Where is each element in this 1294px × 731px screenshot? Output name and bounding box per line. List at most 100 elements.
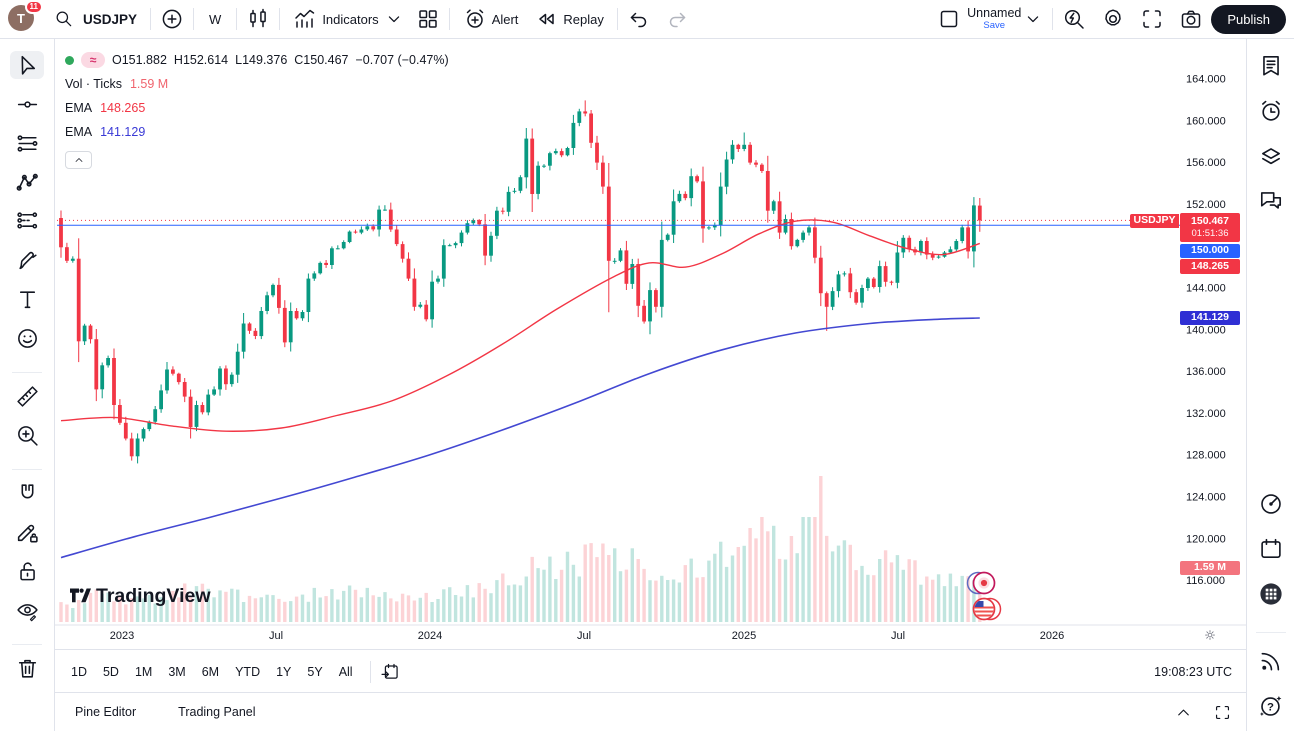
hide-drawings-button[interactable] xyxy=(10,596,44,624)
svg-text:Jul: Jul xyxy=(577,630,591,642)
snapshot-button[interactable] xyxy=(1179,7,1203,31)
tab-pine-editor[interactable]: Pine Editor xyxy=(75,705,137,719)
publish-button[interactable]: Publish xyxy=(1211,4,1286,34)
trend-line-tool[interactable] xyxy=(10,90,44,118)
forecast-tool[interactable] xyxy=(10,207,44,235)
ema-slow-legend-row[interactable]: EMA 141.129 xyxy=(65,120,456,144)
hotlists-icon[interactable] xyxy=(1258,491,1284,517)
alerts-icon[interactable] xyxy=(1258,98,1284,124)
lock-icon xyxy=(15,559,40,584)
help-icon[interactable]: ? xyxy=(1258,693,1284,719)
text-tool[interactable] xyxy=(10,285,44,313)
measure-tool[interactable] xyxy=(10,382,44,410)
date-range-buttons: 1D 5D 1M 3M 6M YTD 1Y 5Y All xyxy=(63,661,361,683)
hline-price-label[interactable]: 150.000 xyxy=(1180,243,1240,258)
range-button-1d[interactable]: 1D xyxy=(71,664,87,679)
layout-chevron-icon[interactable] xyxy=(1023,9,1043,29)
layout-name: Unnamed xyxy=(967,6,1022,21)
divider xyxy=(1255,632,1286,633)
svg-text:?: ? xyxy=(1266,702,1273,714)
xabcd-pattern-icon xyxy=(15,170,40,195)
volume-legend-row[interactable]: Vol · Ticks 1.59 M xyxy=(65,72,456,96)
divider xyxy=(1052,8,1054,30)
price-chart-canvas[interactable]: 164.000 160.000 156.000 152.000 144.000 140.0… xyxy=(55,39,1247,649)
alert-label: Alert xyxy=(491,11,519,27)
svg-text:136.000: 136.000 xyxy=(1186,366,1226,378)
divider xyxy=(279,8,281,30)
svg-text:TradingView: TradingView xyxy=(96,585,211,607)
layout-select-button[interactable] xyxy=(937,7,961,31)
app-body: 164.000 160.000 156.000 152.000 144.000 140.0… xyxy=(0,39,1294,731)
interval-button[interactable]: W xyxy=(209,11,222,27)
time-axis-settings-icon[interactable] xyxy=(1203,628,1217,642)
go-to-date-button[interactable] xyxy=(380,662,400,682)
quick-search-button[interactable] xyxy=(1062,7,1086,31)
tab-trading-panel[interactable]: Trading Panel xyxy=(178,705,256,719)
lock-drawings-button[interactable] xyxy=(10,557,44,585)
change-value: −0.707 (−0.47%) xyxy=(355,53,449,67)
collapse-legend-button[interactable] xyxy=(65,151,92,169)
chat-icon[interactable] xyxy=(1258,188,1284,214)
range-button-ytd[interactable]: YTD xyxy=(235,664,261,679)
volume-bars xyxy=(59,476,982,622)
replay-button[interactable]: Replay xyxy=(534,7,604,31)
user-avatar[interactable]: T 11 xyxy=(8,0,43,33)
symbol-flag-icon[interactable]: ≈ xyxy=(81,52,105,68)
zoom-in-tool[interactable] xyxy=(10,421,44,449)
compare-add-symbol-button[interactable] xyxy=(160,7,184,31)
fullscreen-button[interactable] xyxy=(1140,7,1164,31)
clock-utc[interactable]: 19:08:23 UTC xyxy=(1154,664,1232,679)
layout-name-button[interactable]: Unnamed Save xyxy=(967,7,1021,30)
brush-tool[interactable] xyxy=(10,246,44,274)
chart-style-button[interactable] xyxy=(246,7,270,31)
calendar-icon[interactable] xyxy=(1258,536,1284,562)
range-button-1m[interactable]: 1M xyxy=(134,664,153,679)
stay-in-drawing-mode-button[interactable] xyxy=(10,518,44,546)
object-tree-icon[interactable] xyxy=(1258,143,1284,169)
open-value: O151.882 xyxy=(112,53,167,67)
apps-grid-icon[interactable] xyxy=(1258,581,1284,607)
fib-lines-tool[interactable] xyxy=(10,129,44,157)
symbol-legend-row[interactable]: ≈ O151.882 H152.614 L149.376 C150.467 −0… xyxy=(65,48,456,72)
remove-drawings-button[interactable] xyxy=(10,654,44,682)
notification-badge: 11 xyxy=(24,0,43,14)
divider xyxy=(150,8,152,30)
range-button-3m[interactable]: 3M xyxy=(168,664,186,679)
indicators-button[interactable]: Indicators xyxy=(293,7,403,31)
watchlist-icon[interactable] xyxy=(1258,53,1284,79)
range-button-5y[interactable]: 5Y xyxy=(307,664,323,679)
multichart-layout-button[interactable] xyxy=(416,7,440,31)
pattern-tool[interactable] xyxy=(10,168,44,196)
volume-label: Vol · Ticks xyxy=(65,77,122,91)
last-price-value: 150.467 xyxy=(1191,215,1229,227)
settings-button[interactable] xyxy=(1101,7,1125,31)
magnet-mode-button[interactable] xyxy=(10,479,44,507)
ema-fast-legend-row[interactable]: EMA 148.265 xyxy=(65,96,456,120)
redo-button[interactable] xyxy=(665,7,689,31)
symbol-search-button[interactable]: USDJPY xyxy=(54,9,137,29)
range-button-1y[interactable]: 1Y xyxy=(276,664,292,679)
emoji-tool[interactable] xyxy=(10,324,44,352)
chevron-down-icon[interactable] xyxy=(384,9,404,29)
economic-event-icons xyxy=(966,571,1002,621)
cursor-tool[interactable] xyxy=(10,51,44,79)
feed-icon[interactable] xyxy=(1258,648,1284,674)
save-link[interactable]: Save xyxy=(983,19,1006,31)
bar-countdown: 01:51:36 xyxy=(1191,228,1229,240)
zoom-in-icon xyxy=(15,423,40,448)
alert-button[interactable]: Alert xyxy=(463,7,519,31)
ema-slow-line xyxy=(60,317,980,559)
range-button-5d[interactable]: 5D xyxy=(102,664,119,679)
undo-button[interactable] xyxy=(627,7,651,31)
range-button-6m[interactable]: 6M xyxy=(201,664,220,679)
pencil-lock-icon xyxy=(15,520,40,545)
last-price-label[interactable]: 150.467 01:51:36 xyxy=(1180,213,1240,242)
range-button-all[interactable]: All xyxy=(338,664,353,679)
svg-text:Jul: Jul xyxy=(891,630,905,642)
divider xyxy=(12,644,42,645)
maximize-panel-button[interactable] xyxy=(1213,703,1232,722)
svg-text:2025: 2025 xyxy=(732,630,756,642)
divider xyxy=(616,8,618,30)
expand-panel-button[interactable] xyxy=(1174,703,1193,722)
